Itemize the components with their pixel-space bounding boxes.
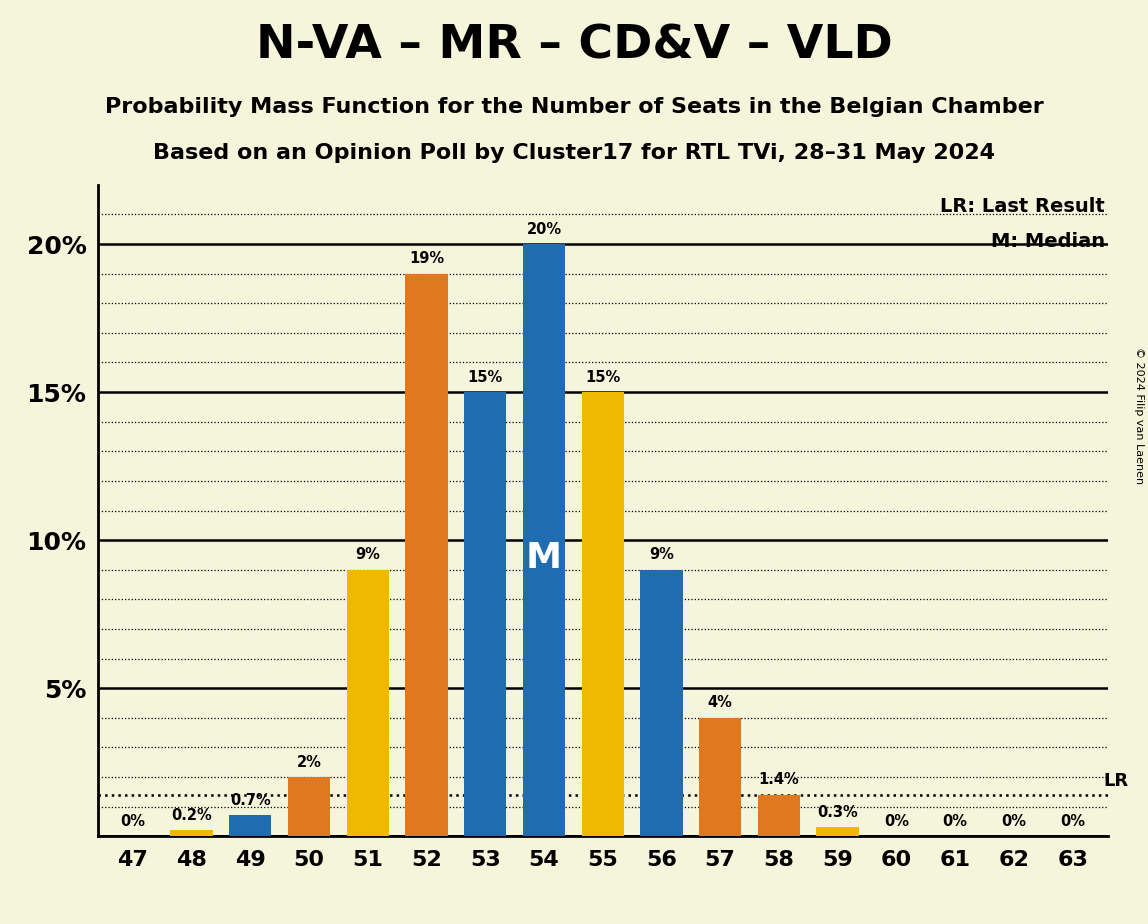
Bar bbox=[641, 570, 683, 836]
Text: 0.2%: 0.2% bbox=[171, 808, 212, 823]
Text: 9%: 9% bbox=[649, 547, 674, 563]
Text: 0%: 0% bbox=[943, 814, 968, 829]
Text: 1.4%: 1.4% bbox=[759, 772, 799, 787]
Text: 0%: 0% bbox=[121, 814, 146, 829]
Text: 0%: 0% bbox=[1060, 814, 1085, 829]
Text: M: M bbox=[526, 541, 563, 575]
Text: 19%: 19% bbox=[409, 251, 444, 266]
Text: Based on an Opinion Poll by Cluster17 for RTL TVi, 28–31 May 2024: Based on an Opinion Poll by Cluster17 fo… bbox=[153, 143, 995, 164]
Bar bbox=[582, 392, 623, 836]
Bar bbox=[464, 392, 506, 836]
Text: Probability Mass Function for the Number of Seats in the Belgian Chamber: Probability Mass Function for the Number… bbox=[104, 97, 1044, 117]
Bar bbox=[758, 795, 800, 836]
Text: M: Median: M: Median bbox=[991, 232, 1104, 251]
Text: 2%: 2% bbox=[296, 755, 321, 770]
Bar bbox=[699, 718, 742, 836]
Text: 20%: 20% bbox=[527, 222, 561, 237]
Bar bbox=[170, 831, 212, 836]
Text: 15%: 15% bbox=[467, 370, 503, 384]
Bar bbox=[288, 777, 331, 836]
Bar bbox=[522, 244, 565, 836]
Text: © 2024 Filip van Laenen: © 2024 Filip van Laenen bbox=[1134, 347, 1143, 484]
Bar bbox=[230, 816, 271, 836]
Text: 0.7%: 0.7% bbox=[230, 793, 271, 808]
Text: 4%: 4% bbox=[707, 696, 732, 711]
Bar bbox=[405, 274, 448, 836]
Text: 15%: 15% bbox=[585, 370, 620, 384]
Bar bbox=[347, 570, 389, 836]
Text: LR: LR bbox=[1103, 772, 1128, 790]
Text: 0%: 0% bbox=[1001, 814, 1026, 829]
Text: 9%: 9% bbox=[356, 547, 380, 563]
Bar bbox=[816, 827, 859, 836]
Text: LR: Last Result: LR: Last Result bbox=[940, 197, 1104, 215]
Text: N-VA – MR – CD&V – VLD: N-VA – MR – CD&V – VLD bbox=[256, 23, 892, 68]
Text: 0%: 0% bbox=[884, 814, 909, 829]
Text: 0.3%: 0.3% bbox=[817, 805, 858, 820]
